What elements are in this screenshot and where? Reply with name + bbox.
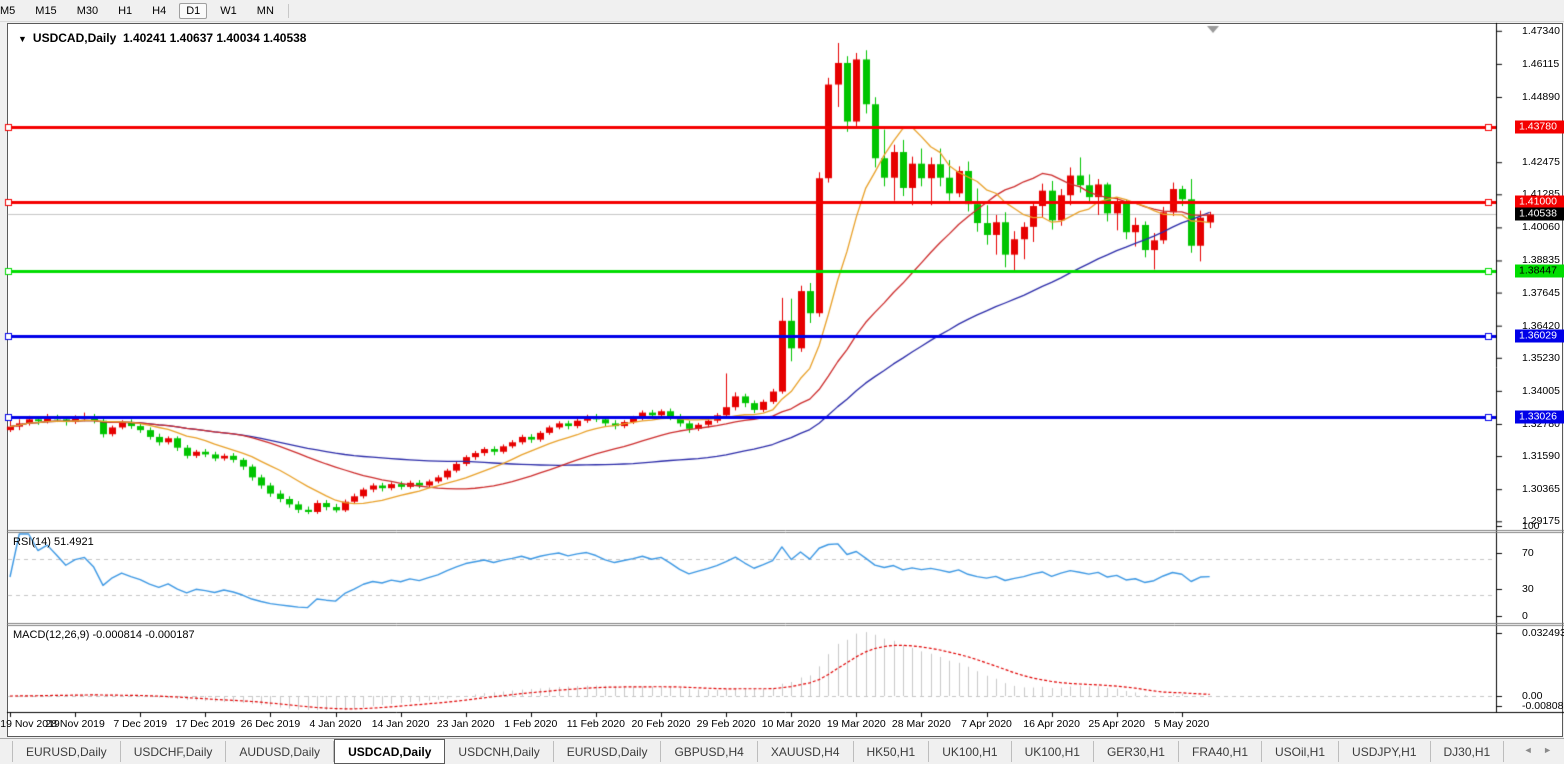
chart-tab-audusd-daily[interactable]: AUDUSD,Daily xyxy=(226,741,335,762)
chart-tab-eurusd-daily[interactable]: EURUSD,Daily xyxy=(12,741,121,762)
chart-tab-hk50-h1[interactable]: HK50,H1 xyxy=(854,741,930,762)
chart-tab-usdcnh-daily[interactable]: USDCNH,Daily xyxy=(445,741,554,762)
chart-tab-dj30-h1[interactable]: DJ30,H1 xyxy=(1431,741,1505,762)
chart-tab-usoil-h1[interactable]: USOil,H1 xyxy=(1262,741,1340,762)
chart-tab-eurusd-daily[interactable]: EURUSD,Daily xyxy=(554,741,662,762)
tab-scroll-arrows[interactable]: ◄ ► xyxy=(1523,745,1556,755)
chart-tab-usdjpy-h1[interactable]: USDJPY,H1 xyxy=(1339,741,1431,762)
chart-tab-uk100-h1[interactable]: UK100,H1 xyxy=(1012,741,1094,762)
chart-tab-ger30-h1[interactable]: GER30,H1 xyxy=(1094,741,1179,762)
chart-tab-usdchf-daily[interactable]: USDCHF,Daily xyxy=(121,741,227,762)
chart-tab-xauusd-h4[interactable]: XAUUSD,H4 xyxy=(758,741,854,762)
chart-tab-uk100-h1[interactable]: UK100,H1 xyxy=(929,741,1012,762)
chart-tab-gbpusd-h4[interactable]: GBPUSD,H4 xyxy=(661,741,758,762)
chart-tab-fra40-h1[interactable]: FRA40,H1 xyxy=(1179,741,1263,762)
chart-tab-usdcad-daily[interactable]: USDCAD,Daily xyxy=(334,739,446,764)
chart-tab-bar: EURUSD,Daily USDCHF,Daily AUDUSD,Daily USDC… xyxy=(0,738,1564,764)
